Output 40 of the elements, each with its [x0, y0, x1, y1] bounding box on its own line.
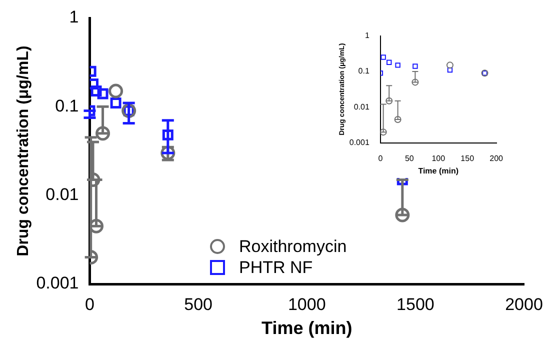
- point: [446, 62, 454, 69]
- y-tick-label: 0.01: [354, 102, 370, 112]
- y-tick-label: 0.1: [358, 66, 370, 76]
- point: [380, 54, 386, 60]
- y-tick-label: 0.01: [46, 185, 79, 204]
- legend-label: PHTR NF: [239, 258, 313, 278]
- y-tick-label: 1: [364, 31, 370, 40]
- point: [162, 129, 174, 140]
- x-tick-label: 1000: [288, 294, 326, 314]
- point: [395, 208, 410, 222]
- y-tick-label: 0.1: [55, 96, 79, 116]
- y-tick-label: 0.001: [349, 138, 370, 148]
- point: [386, 97, 393, 104]
- point: [394, 116, 402, 123]
- legend-label: Roxithromycin: [239, 236, 347, 256]
- point: [412, 78, 419, 86]
- point: [110, 98, 122, 108]
- x-tick-label: 500: [184, 294, 212, 314]
- point: [386, 60, 392, 65]
- point: [447, 67, 453, 73]
- x-tick-label: 150: [460, 154, 475, 163]
- point: [395, 62, 400, 68]
- x-tick-label: 50: [404, 154, 414, 163]
- point: [97, 88, 108, 100]
- x-tick-label: 200: [490, 154, 504, 163]
- point: [380, 128, 387, 136]
- y-axis-title: Drug concentration (μg/mL): [15, 46, 32, 256]
- y-tick-label: 1: [69, 8, 79, 27]
- x-tick-label: 1500: [396, 294, 434, 314]
- x-axis-title: Time (min): [418, 166, 459, 176]
- point: [108, 84, 124, 98]
- x-tick-label: 0: [85, 294, 94, 314]
- x-tick-label: 0: [378, 154, 384, 163]
- x-tick-label: 2000: [505, 294, 543, 314]
- point: [96, 126, 110, 141]
- y-tick-label: 0.001: [36, 274, 79, 293]
- point: [412, 64, 418, 69]
- point: [90, 86, 102, 97]
- x-axis-title: Time (min): [262, 318, 352, 338]
- x-tick-label: 100: [432, 154, 446, 163]
